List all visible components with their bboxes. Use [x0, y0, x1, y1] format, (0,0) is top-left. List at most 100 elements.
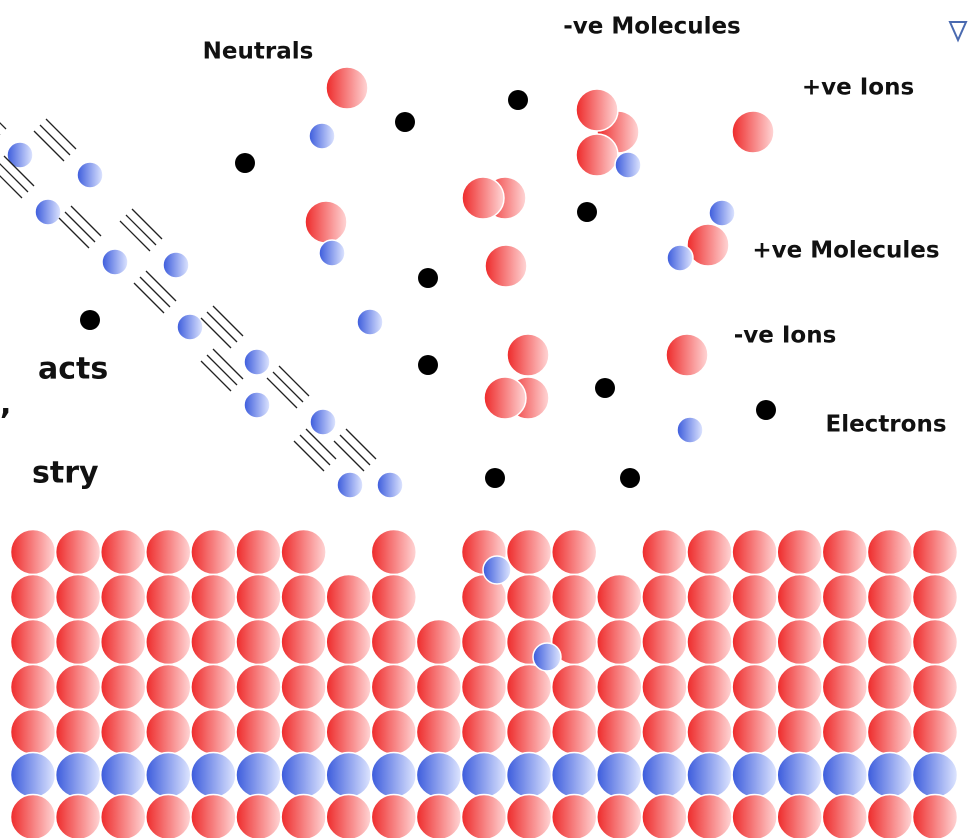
motion-streak: [46, 119, 76, 149]
lattice-atom: [552, 665, 597, 710]
lattice-atom: [867, 753, 912, 798]
lattice-atom: [822, 530, 867, 575]
lattice-atom: [236, 530, 281, 575]
plasma-diagram: Neutrals -ve Molecules +ve Ions +ve Mole…: [0, 0, 968, 838]
motion-streak: [126, 215, 156, 245]
lattice-atom: [281, 665, 326, 710]
lattice-atom: [552, 530, 597, 575]
lattice-atom: [732, 530, 777, 575]
lattice-atom: [11, 620, 56, 665]
electron: [395, 112, 415, 132]
lattice-atom: [101, 620, 146, 665]
electron: [620, 468, 640, 488]
label-electrons: Electrons: [825, 412, 946, 438]
lattice-atom: [191, 575, 236, 620]
lattice-atom: [777, 710, 822, 755]
corner-icon: [950, 22, 966, 40]
lattice-atom: [867, 665, 912, 710]
lattice-atom: [326, 795, 371, 838]
lattice-atom: [281, 795, 326, 838]
lattice-atom: [687, 620, 732, 665]
lattice-atom: [236, 620, 281, 665]
motion-streak: [213, 349, 243, 379]
lattice-atom: [597, 795, 642, 838]
lattice-atom: [642, 530, 687, 575]
lattice-atom: [822, 795, 867, 838]
beam-ion: [102, 249, 128, 275]
lattice-atom: [236, 575, 281, 620]
electron: [235, 153, 255, 173]
lattice-atom: [913, 575, 958, 620]
lattice-atom: [777, 575, 822, 620]
heavy-particle: [576, 134, 618, 176]
lattice-atom: [56, 753, 101, 798]
lattice-atom: [732, 753, 777, 798]
electron: [508, 90, 528, 110]
heavy-particle: [666, 334, 708, 376]
side-text: stry: [32, 456, 99, 491]
lattice-atom: [146, 710, 191, 755]
motion-streak: [201, 318, 231, 348]
lattice-atom: [867, 620, 912, 665]
light-particle: [319, 240, 345, 266]
beam-ion: [35, 199, 61, 225]
electron: [80, 310, 100, 330]
lattice-atom: [281, 620, 326, 665]
heavy-particle: [485, 245, 527, 287]
electron: [485, 468, 505, 488]
motion-streak: [294, 441, 324, 471]
lattice-atom: [11, 665, 56, 710]
lattice-atom: [822, 665, 867, 710]
motion-streak: [134, 283, 164, 313]
lattice-atom: [146, 575, 191, 620]
lattice-atom: [56, 665, 101, 710]
lattice-atom: [732, 620, 777, 665]
lattice-atom: [371, 575, 416, 620]
lattice-atom: [191, 620, 236, 665]
light-particle: [667, 245, 693, 271]
lattice-atom: [913, 753, 958, 798]
motion-streak: [132, 209, 162, 239]
lattice-atom: [101, 710, 146, 755]
electron: [756, 400, 776, 420]
lattice-atom: [642, 753, 687, 798]
lattice-atom: [101, 575, 146, 620]
lattice-atom: [326, 575, 371, 620]
lattice-atom: [867, 795, 912, 838]
motion-streak: [59, 218, 89, 248]
lattice-atom: [913, 530, 958, 575]
lattice-atom: [236, 753, 281, 798]
lattice-atom: [11, 575, 56, 620]
heavy-particle: [576, 89, 618, 131]
lattice-atom: [732, 665, 777, 710]
heavy-particle: [305, 201, 347, 243]
beam-ion: [244, 349, 270, 375]
implanted-ion: [483, 556, 511, 584]
lattice-atom: [462, 710, 507, 755]
light-particle: [615, 152, 641, 178]
lattice-atom: [913, 620, 958, 665]
lattice-atom: [552, 795, 597, 838]
motion-streak: [0, 99, 6, 129]
lattice-atom: [236, 665, 281, 710]
lattice-atom: [11, 710, 56, 755]
lattice-atom: [777, 795, 822, 838]
lattice-atom: [146, 753, 191, 798]
motion-streak: [273, 372, 303, 402]
particles: [0, 22, 966, 838]
light-particle: [357, 309, 383, 335]
lattice-atom: [687, 665, 732, 710]
lattice-atom: [687, 753, 732, 798]
lattice-atom: [642, 710, 687, 755]
lattice-atom: [597, 575, 642, 620]
lattice-atom: [507, 530, 552, 575]
lattice-atom: [732, 575, 777, 620]
motion-streak: [40, 125, 70, 155]
lattice-atom: [371, 753, 416, 798]
lattice-atom: [822, 710, 867, 755]
lattice-atom: [687, 530, 732, 575]
label-pos-ions: +ve Ions: [802, 75, 914, 101]
electron: [595, 378, 615, 398]
lattice-atom: [416, 620, 461, 665]
lattice-atom: [642, 575, 687, 620]
